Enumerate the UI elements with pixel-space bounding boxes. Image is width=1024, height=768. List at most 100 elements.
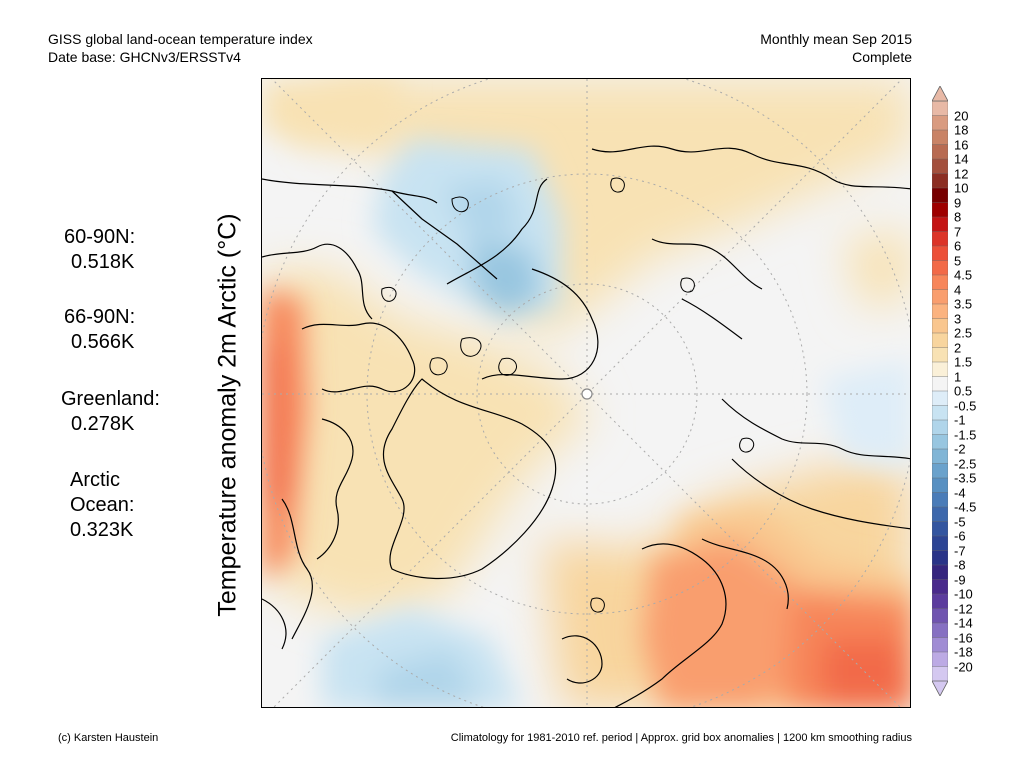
stat-66-90n: 66-90N: 0.566K	[64, 305, 135, 355]
header-left: GISS global land-ocean temperature index…	[48, 30, 313, 66]
stat-label: Greenland:	[61, 388, 160, 410]
colorbar-tick-label: 2	[954, 340, 962, 355]
stat-label: 66-90N:	[64, 306, 136, 328]
colorbar-swatch	[932, 651, 948, 668]
completeness-label: Complete	[852, 49, 912, 65]
colorbar-swatch	[932, 593, 948, 610]
colorbar-swatch	[932, 535, 948, 552]
stat-value: 0.323K	[70, 519, 134, 541]
colorbar-swatch	[932, 419, 948, 436]
period-label: Monthly mean Sep 2015	[760, 31, 912, 47]
colorbar-tick-label: -4	[954, 485, 966, 500]
header-right: Monthly mean Sep 2015 Complete	[760, 30, 912, 66]
islands	[381, 177, 755, 613]
colorbar-swatch	[932, 216, 948, 233]
methodology-note: Climatology for 1981-2010 ref. period | …	[450, 732, 912, 744]
colorbar-tick-label: 3.5	[954, 296, 973, 312]
colorbar-swatch	[932, 260, 948, 276]
colorbar-swatch	[932, 550, 948, 566]
colorbar-swatch	[932, 231, 948, 247]
colorbar-swatch	[932, 506, 948, 523]
colorbar-tick-label: -20	[954, 659, 973, 674]
stat-greenland: Greenland: 0.278K	[61, 387, 160, 437]
colorbar-tick-label: 0.5	[954, 383, 973, 399]
stat-label: Arctic	[70, 469, 120, 491]
colorbar-swatch	[932, 477, 948, 494]
colorbar-swatch	[932, 274, 948, 291]
colorbar-swatches	[932, 100, 948, 682]
colorbar-tick-label: 4	[954, 282, 962, 297]
colorbar-tick-label: -2.5	[954, 456, 977, 471]
colorbar-tick-label: -4.5	[954, 499, 977, 515]
colorbar-swatch	[932, 666, 948, 682]
colorbar	[932, 86, 948, 696]
colorbar-tick-label: 3	[954, 311, 962, 326]
y-axis-label: Temperature anomaly 2m Arctic (°C)	[213, 213, 242, 617]
stat-label: 60-90N:	[64, 226, 136, 248]
stat-value: 0.278K	[71, 413, 135, 435]
colorbar-swatch	[932, 608, 948, 624]
colorbar-tick-label: 9	[954, 195, 962, 210]
colorbar-top-arrow	[932, 86, 948, 102]
colorbar-tick-label: -8	[954, 557, 966, 573]
colorbar-tick-label: -5	[954, 514, 966, 529]
colorbar-swatch	[932, 332, 948, 349]
colorbar-swatch	[932, 376, 948, 392]
colorbar-tick-label: 14	[954, 151, 969, 167]
colorbar-tick-label: 10	[954, 180, 969, 196]
colorbar-tick-label: 5	[954, 253, 962, 268]
colorbar-tick-label: 1.5	[954, 354, 973, 370]
colorbar-tick-label: -14	[954, 615, 973, 631]
colorbar-tick-label: -6	[954, 528, 966, 544]
stat-value: 0.518K	[71, 251, 135, 273]
colorbar-swatch	[932, 202, 948, 218]
colorbar-tick-label: -2	[954, 441, 966, 457]
colorbar-tick-label: 8	[954, 209, 962, 225]
data-base-label: Date base: GHCNv3/ERSSTv4	[48, 49, 241, 65]
colorbar-swatch	[932, 173, 948, 189]
colorbar-tick-label: 12	[954, 166, 969, 181]
colorbar-tick-label: -12	[954, 601, 973, 616]
colorbar-tick-label: -10	[954, 586, 973, 602]
colorbar-bottom-arrow	[932, 680, 948, 696]
colorbar-tick-label: 1	[954, 369, 962, 384]
colorbar-tick-label: -9	[954, 572, 966, 587]
colorbar-tick-label: -18	[954, 644, 973, 660]
coastlines	[262, 145, 910, 707]
colorbar-tick-label: 20	[954, 108, 969, 123]
colorbar-tick-label: 18	[954, 122, 969, 138]
colorbar-tick-label: -3.5	[954, 470, 977, 486]
colorbar-swatch	[932, 129, 948, 146]
stat-value: 0.566K	[71, 331, 135, 353]
colorbar-tick-label: -0.5	[954, 398, 977, 413]
colorbar-swatch	[932, 115, 948, 131]
colorbar-swatch	[932, 637, 948, 653]
colorbar-tick-label: -1	[954, 412, 966, 428]
colorbar-swatch	[932, 361, 948, 378]
stat-60-90n: 60-90N: 0.518K	[64, 225, 135, 275]
colorbar-swatch	[932, 187, 948, 204]
colorbar-swatch	[932, 564, 948, 581]
colorbar-tick-label: 16	[954, 137, 969, 152]
colorbar-tick-label: 2.5	[954, 325, 973, 341]
colorbar-swatch	[932, 289, 948, 305]
colorbar-swatch	[932, 521, 948, 537]
colorbar-swatch	[932, 390, 948, 407]
colorbar-swatch	[932, 579, 948, 595]
colorbar-tick-label: 6	[954, 238, 962, 254]
colorbar-tick-label: -1.5	[954, 427, 977, 442]
colorbar-swatch	[932, 622, 948, 639]
colorbar-swatch	[932, 405, 948, 421]
colorbar-swatch	[932, 100, 948, 117]
colorbar-swatch	[932, 318, 948, 334]
colorbar-swatch	[932, 144, 948, 160]
colorbar-swatch	[932, 448, 948, 465]
colorbar-swatch	[932, 434, 948, 450]
colorbar-swatch	[932, 303, 948, 320]
anomaly-field-detail	[262, 79, 910, 707]
colorbar-tick-label: -7	[954, 543, 966, 558]
stat-arctic-ocean: Arctic Ocean: 0.323K	[70, 468, 134, 543]
colorbar-swatch	[932, 347, 948, 363]
colorbar-swatch	[932, 158, 948, 175]
colorbar-tick-label: 4.5	[954, 267, 973, 283]
